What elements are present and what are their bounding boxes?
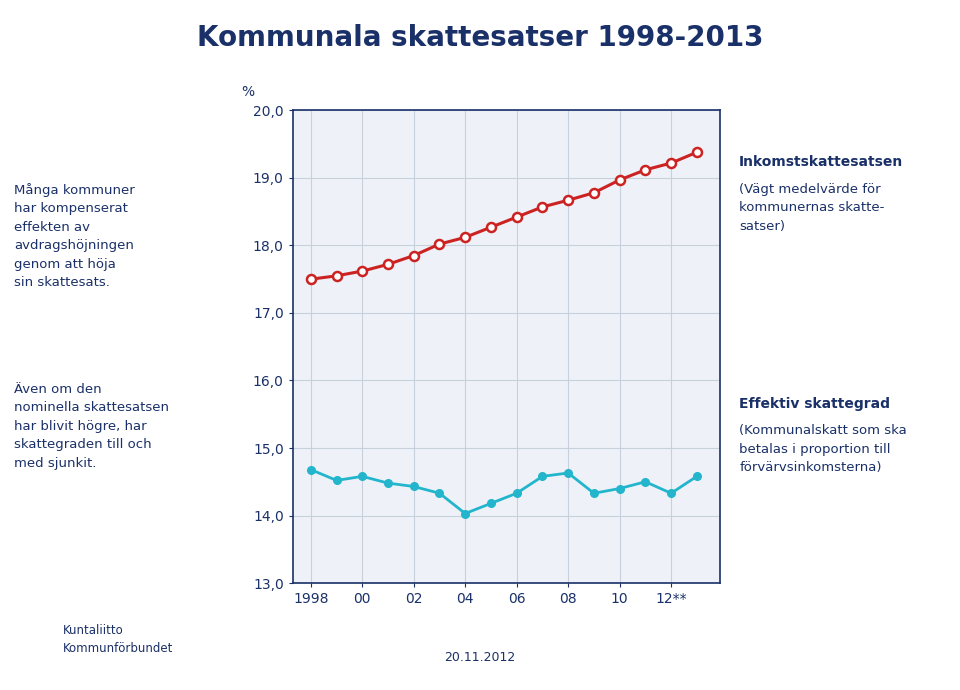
Text: Många kommuner
har kompenserat
effekten av
avdragshöjningen
genom att höja
sin s: Många kommuner har kompenserat effekten … [14,183,135,289]
Text: Även om den
nominella skattesatsen
har blivit högre, har
skattegraden till och
m: Även om den nominella skattesatsen har b… [14,383,169,470]
Text: Inkomstskattesatsen: Inkomstskattesatsen [739,155,903,169]
Text: (Kommunalskatt som ska
betalas i proportion till
förvärvsinkomsterna): (Kommunalskatt som ska betalas i proport… [739,424,907,474]
Text: Kommunala skattesatser 1998-2013: Kommunala skattesatser 1998-2013 [197,24,763,52]
Text: 20.11.2012: 20.11.2012 [444,651,516,664]
Text: (Vägt medelvärde för
kommunernas skatte-
satser): (Vägt medelvärde för kommunernas skatte-… [739,183,884,233]
Text: %: % [242,85,254,99]
Text: Effektiv skattegrad: Effektiv skattegrad [739,397,890,411]
Text: Kuntaliitto
Kommunförbundet: Kuntaliitto Kommunförbundet [62,624,173,656]
